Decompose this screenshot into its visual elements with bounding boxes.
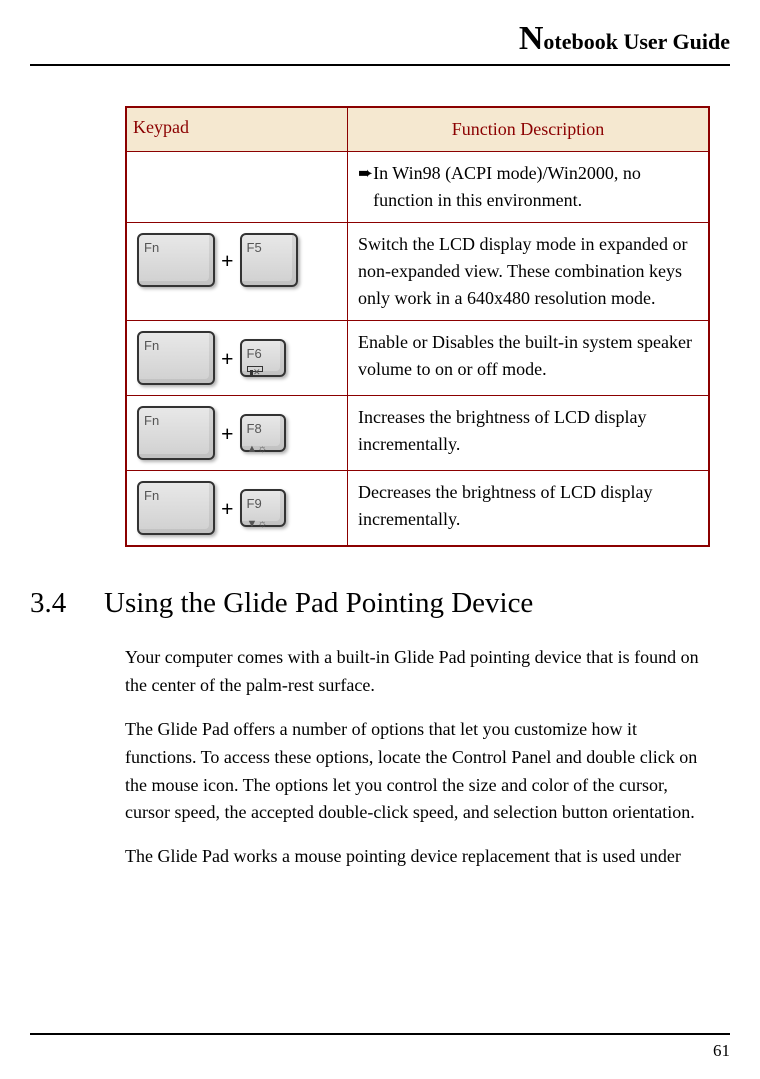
brightness-up-icon: ▲☼ [247, 441, 268, 458]
brightness-down-icon: ▼☼ [247, 516, 268, 533]
desc-text: In Win98 (ACPI mode)/Win2000, no functio… [373, 160, 698, 214]
page-footer: 61 [30, 1033, 730, 1061]
keypad-cell: Fn + F6 [126, 321, 348, 396]
header-divider [30, 64, 730, 66]
fn-key-icon: Fn [137, 481, 215, 535]
table-row: Fn + F6 Enable or Disables the built-in … [126, 321, 709, 396]
desc-cell: Switch the LCD display mode in expanded … [348, 223, 709, 321]
table-row: ➨ In Win98 (ACPI mode)/Win2000, no funct… [126, 152, 709, 223]
page-number: 61 [30, 1041, 730, 1061]
desc-cell: Increases the brightness of LCD display … [348, 396, 709, 471]
table-row: Fn + F5 Switch the LCD display mode in e… [126, 223, 709, 321]
keypad-cell: Fn + F8 ▲☼ [126, 396, 348, 471]
table-row: Fn + F9 ▼☼ Decreases the brightness of L… [126, 471, 709, 547]
keypad-cell: Fn + F5 [126, 223, 348, 321]
footer-divider [30, 1033, 730, 1035]
desc-cell: Enable or Disables the built-in system s… [348, 321, 709, 396]
section-heading: 3.4 Using the Glide Pad Pointing Device [30, 587, 710, 620]
table-row: Fn + F8 ▲☼ Increases the brightness of L… [126, 396, 709, 471]
keypad-function-table: Keypad Function Description ➨ In Win98 (… [125, 106, 710, 547]
header-title-rest: otebook User Guide [543, 29, 730, 54]
body-paragraph: The Glide Pad offers a number of options… [125, 716, 710, 828]
plus-symbol: + [221, 342, 234, 375]
plus-symbol: + [221, 244, 234, 277]
keypad-cell: Fn + F9 ▼☼ [126, 471, 348, 547]
desc-cell: ➨ In Win98 (ACPI mode)/Win2000, no funct… [348, 152, 709, 223]
fn-key-icon: Fn [137, 233, 215, 287]
keypad-cell [126, 152, 348, 223]
arrow-icon: ➨ [358, 160, 373, 187]
body-paragraph: Your computer comes with a built-in Glid… [125, 644, 710, 700]
f6-key-icon: F6 [240, 339, 286, 377]
plus-symbol: + [221, 417, 234, 450]
page-content: Keypad Function Description ➨ In Win98 (… [125, 106, 710, 871]
table-header-function: Function Description [348, 107, 709, 152]
f5-key-icon: F5 [240, 233, 298, 287]
header-big-letter: N [519, 20, 544, 57]
f8-key-icon: F8 ▲☼ [240, 414, 286, 452]
table-header-keypad: Keypad [126, 107, 348, 152]
desc-cell: Decreases the brightness of LCD display … [348, 471, 709, 547]
mute-icon [247, 366, 263, 373]
section-title: Using the Glide Pad Pointing Device [104, 587, 533, 620]
body-paragraph: The Glide Pad works a mouse pointing dev… [125, 843, 710, 871]
f9-key-icon: F9 ▼☼ [240, 489, 286, 527]
fn-key-icon: Fn [137, 406, 215, 460]
fn-key-icon: Fn [137, 331, 215, 385]
plus-symbol: + [221, 492, 234, 525]
section-number: 3.4 [30, 587, 80, 620]
page-header-title: Notebook User Guide [30, 20, 730, 58]
